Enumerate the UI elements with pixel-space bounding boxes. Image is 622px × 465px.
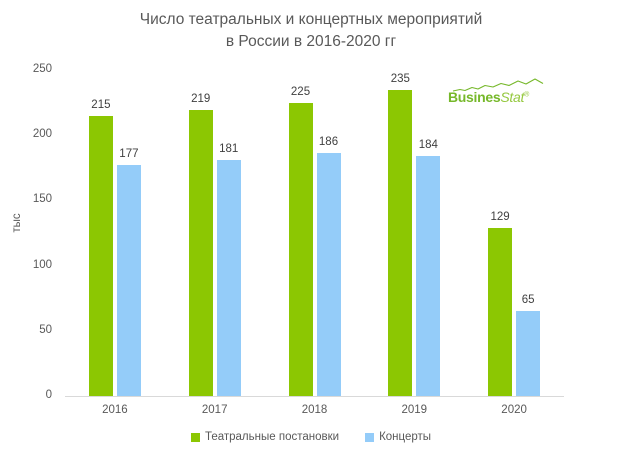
bar-value-label: 186 [318, 136, 339, 148]
bar-concert-2016 [116, 165, 141, 396]
legend-item-theatre: Театральные постановки [190, 431, 340, 443]
bar-value-label: 65 [521, 294, 535, 306]
bar-theatre-2020 [488, 228, 513, 396]
logo-trendline-icon [452, 78, 544, 92]
logo-text: BusinesStat® [448, 89, 529, 105]
x-tick-label: 2019 [401, 404, 428, 416]
logo-text-stat: Stat [500, 89, 525, 105]
y-tick-label: 250 [32, 63, 52, 75]
bar-theatre-2017 [188, 110, 213, 396]
y-tick-label: 200 [32, 128, 52, 141]
bar-value-label: 181 [219, 143, 239, 155]
chart-title-line1: Число театральных и концертных мероприят… [139, 11, 483, 28]
y-tick-label: 150 [32, 193, 52, 206]
bar-value-label: 235 [390, 73, 410, 85]
logo-text-busines: Busines [448, 89, 501, 105]
bar-theatre-2016 [88, 116, 113, 396]
bar-theatre-2019 [388, 90, 413, 396]
legend-swatch-theatre [190, 432, 200, 442]
x-axis-line [65, 396, 564, 397]
bar-value-label: 225 [290, 86, 311, 98]
bar-concert-2019 [416, 156, 441, 396]
x-tick-label: 2020 [501, 404, 527, 416]
legend-item-concerts: Концерты [365, 431, 431, 443]
legend-swatch-concerts [365, 432, 375, 442]
x-tick-label: 2017 [201, 404, 228, 416]
legend-label-concerts: Концерты [379, 431, 432, 443]
chart-title-line2: в России в 2016-2020 гг [225, 33, 397, 50]
y-tick-label: 0 [45, 389, 52, 401]
businesstat-logo: BusinesStat® [448, 78, 548, 108]
y-tick-label: 50 [39, 323, 52, 336]
bar-value-label: 219 [191, 93, 211, 105]
y-tick-label: 100 [32, 258, 52, 271]
bar-concert-2018 [316, 153, 341, 396]
x-tick-label: 2016 [102, 404, 128, 416]
bar-concert-2017 [216, 160, 241, 396]
x-tick-label: 2018 [301, 404, 328, 416]
chart-title: Число театральных и концертных мероприят… [0, 9, 622, 53]
bar-theatre-2018 [288, 103, 313, 396]
bar-value-label: 184 [418, 139, 438, 151]
bar-value-label: 215 [91, 99, 111, 111]
bar-value-label: 177 [119, 148, 139, 160]
legend-label-theatre: Театральные постановки [204, 431, 340, 443]
legend: Театральные постановки Концерты [0, 431, 622, 443]
bar-concert-2020 [516, 311, 541, 396]
bar-value-label: 129 [490, 211, 510, 223]
logo-registered-mark: ® [524, 91, 530, 99]
